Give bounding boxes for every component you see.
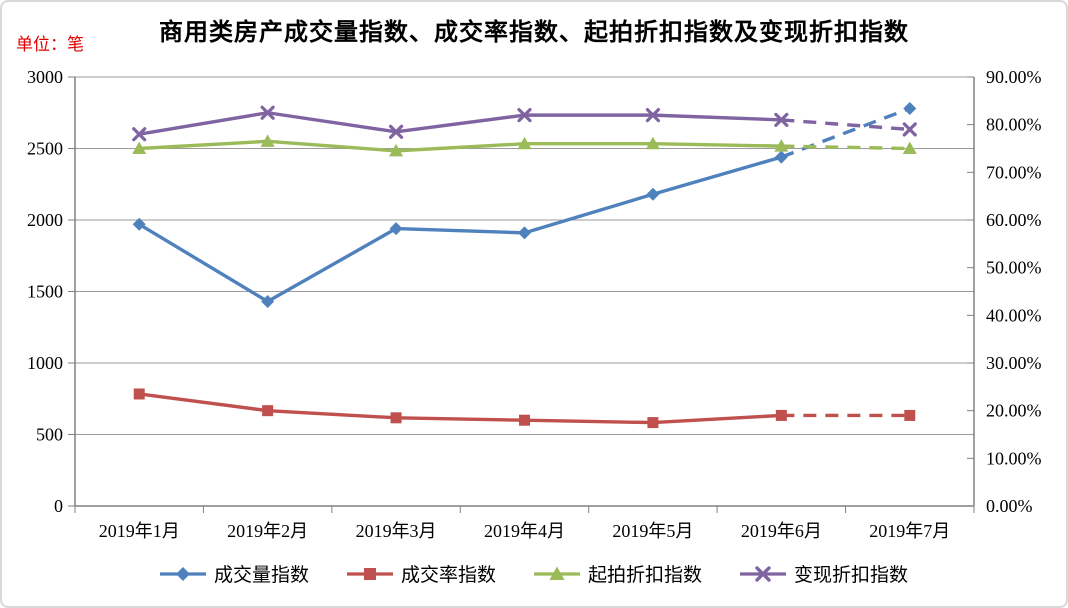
series-2-markers xyxy=(132,134,917,157)
legend-marker-triangle-icon xyxy=(534,566,580,580)
legend-item-3: 变现折扣指数 xyxy=(740,560,908,587)
legend-item-2: 起拍折扣指数 xyxy=(534,560,702,587)
legend-marker-diamond-icon xyxy=(159,566,206,581)
legend-marker-x-icon xyxy=(740,565,787,582)
svg-text:2000: 2000 xyxy=(27,210,63,230)
chart-plot-area: 3000 2500 2000 1500 1000 500 0 90.00% 80.00% 70.0… xyxy=(27,67,1042,541)
y-left-tick-labels: 3000 2500 2000 1500 1000 500 0 xyxy=(27,67,63,516)
svg-text:10.00%: 10.00% xyxy=(986,448,1042,468)
series-2-line xyxy=(139,139,910,153)
legend-label: 成交量指数 xyxy=(213,565,309,586)
svg-text:80.00%: 80.00% xyxy=(986,115,1042,135)
chart-title: 商用类房产成交量指数、成交率指数、起拍折扣指数及变现折扣指数 xyxy=(159,19,909,46)
legend-label: 变现折扣指数 xyxy=(794,565,909,586)
svg-text:1500: 1500 xyxy=(27,282,63,302)
svg-text:50.00%: 50.00% xyxy=(986,258,1042,278)
svg-text:3000: 3000 xyxy=(27,67,63,87)
svg-text:2500: 2500 xyxy=(27,139,63,159)
svg-text:2019年5月: 2019年5月 xyxy=(612,521,693,541)
series-3-line xyxy=(138,111,910,136)
svg-text:2019年3月: 2019年3月 xyxy=(356,521,437,541)
svg-text:2019年4月: 2019年4月 xyxy=(484,521,565,541)
legend-label: 起拍折扣指数 xyxy=(588,565,703,586)
series-0-line xyxy=(138,106,911,304)
svg-text:2019年2月: 2019年2月 xyxy=(227,521,308,541)
svg-text:20.00%: 20.00% xyxy=(986,401,1042,421)
left-axis-unit-label: 单位：笔 xyxy=(16,35,84,54)
legend-marker-square-icon xyxy=(346,567,393,580)
svg-text:90.00%: 90.00% xyxy=(986,67,1042,87)
series-3-markers xyxy=(132,105,917,142)
svg-text:60.00%: 60.00% xyxy=(986,210,1042,230)
series-0-markers xyxy=(132,101,917,309)
svg-text:70.00%: 70.00% xyxy=(986,162,1042,182)
y-right-tick-labels: 90.00% 80.00% 70.00% 60.00% 50.00% 40.00% 30.0… xyxy=(986,67,1042,516)
x-axis-labels: 2019年1月 2019年2月 2019年3月 2019年4月 2019年5月 2019年… xyxy=(99,521,951,541)
axes xyxy=(74,76,975,513)
gridlines xyxy=(68,76,974,507)
svg-text:2019年6月: 2019年6月 xyxy=(741,521,822,541)
series-1-markers xyxy=(133,388,916,429)
legend-label: 成交率指数 xyxy=(400,565,496,586)
series-1-line xyxy=(138,392,910,425)
svg-text:500: 500 xyxy=(36,425,63,445)
svg-text:0: 0 xyxy=(54,496,63,516)
svg-text:2019年1月: 2019年1月 xyxy=(99,521,180,541)
svg-text:1000: 1000 xyxy=(27,353,63,373)
chart-legend: 成交量指数 成交率指数 起拍折扣指数 变现折扣指数 xyxy=(2,560,1066,587)
svg-text:40.00%: 40.00% xyxy=(986,305,1042,325)
svg-text:2019年7月: 2019年7月 xyxy=(869,521,950,541)
legend-item-0: 成交量指数 xyxy=(159,560,309,587)
svg-text:30.00%: 30.00% xyxy=(986,353,1042,373)
legend-item-1: 成交率指数 xyxy=(346,560,496,587)
svg-text:0.00%: 0.00% xyxy=(986,496,1033,516)
